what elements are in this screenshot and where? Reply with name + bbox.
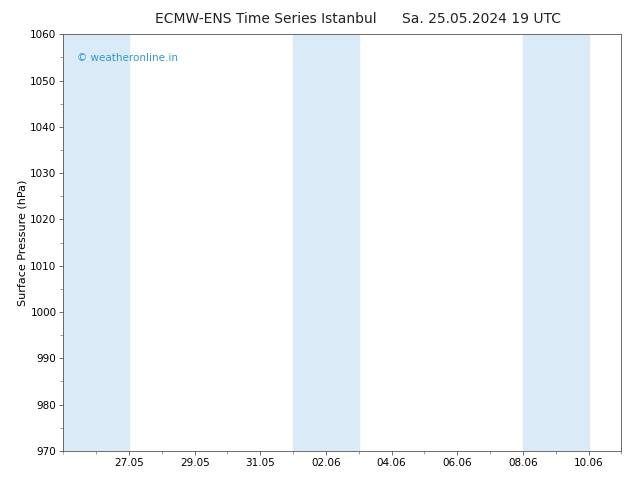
Y-axis label: Surface Pressure (hPa): Surface Pressure (hPa)	[17, 179, 27, 306]
Bar	[63, 34, 129, 451]
Bar	[293, 34, 359, 451]
Text: Sa. 25.05.2024 19 UTC: Sa. 25.05.2024 19 UTC	[403, 12, 561, 26]
Text: ECMW-ENS Time Series Istanbul: ECMW-ENS Time Series Istanbul	[155, 12, 377, 26]
Text: © weatheronline.in: © weatheronline.in	[77, 53, 178, 63]
Bar	[523, 34, 588, 451]
